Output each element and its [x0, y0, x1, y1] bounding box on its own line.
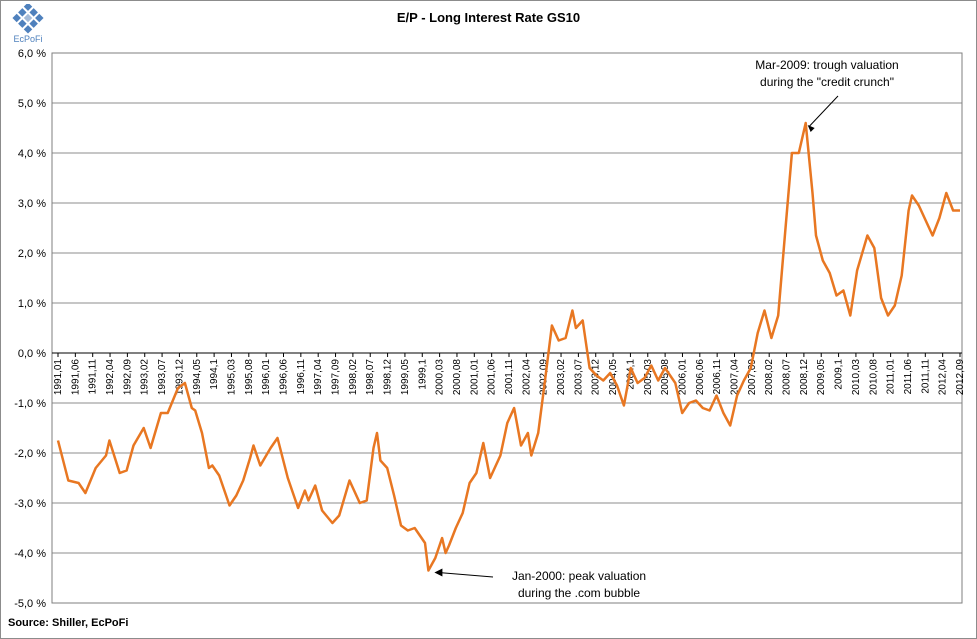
x-tick-label: 2002,04 — [521, 359, 532, 396]
x-tick-label: 1998,02 — [348, 359, 359, 396]
chart-title: E/P - Long Interest Rate GS10 — [396, 10, 581, 25]
x-tick-label: 2008,12 — [799, 359, 810, 396]
x-tick-label: 1991,11 — [88, 359, 99, 395]
x-tick-label: 2003,12 — [591, 359, 602, 396]
x-tick-label: 2008,07 — [782, 359, 793, 396]
x-tick-label: 2001,06 — [487, 359, 498, 396]
annotation-arrow-line — [438, 572, 494, 578]
x-tick-label: 1996,11 — [296, 359, 307, 395]
annotation-arrow-line — [808, 95, 839, 128]
x-tick-label: 1996,06 — [279, 359, 290, 396]
x-tick-label: 2010,08 — [868, 359, 879, 396]
y-tick-label: 2,0 % — [18, 248, 46, 260]
x-tick-label: 2000,03 — [435, 359, 446, 396]
annotation-text: Mar-2009: trough valuation — [755, 58, 898, 72]
x-tick-label: 1993,02 — [140, 359, 151, 396]
ecpofi-logo: EcPoFi — [4, 2, 52, 44]
x-tick-label: 2011,01 — [886, 359, 897, 395]
source-note: Source: Shiller, EcPoFi — [8, 617, 129, 629]
series-layer — [56, 121, 960, 572]
logo-mark-icon: EcPoFi — [12, 2, 44, 44]
y-axis-ticks: 6,0 % 5,0 % 4,0 % 3,0 % 2,0 % 1,0 % 0,0 % -1,0 … — [14, 48, 46, 610]
x-tick-label: 1995,08 — [244, 359, 255, 396]
x-tick-label: 2000,08 — [452, 359, 463, 396]
annotation-arrowhead — [434, 568, 443, 577]
x-tick-label: 1996,01 — [261, 359, 272, 396]
annotation-text: Jan-2000: peak valuation — [512, 569, 646, 583]
x-tick-label: 1992,09 — [122, 359, 133, 396]
x-tick-label: 1994,1 — [209, 359, 220, 390]
svg-text:EcPoFi: EcPoFi — [13, 34, 42, 44]
plot-border — [51, 52, 963, 604]
x-tick-label: 2006,11 — [712, 359, 723, 395]
annotation-text: during the .com bubble — [518, 586, 640, 600]
annotations: Mar-2009: trough valuation during the "cr… — [434, 58, 899, 600]
x-tick-label: 2009,05 — [816, 359, 827, 396]
y-tick-label: -2,0 % — [14, 448, 46, 460]
x-tick-label: 2007,04 — [730, 359, 741, 396]
x-tick-label: 2011,06 — [903, 359, 914, 395]
y-tick-label: -3,0 % — [14, 498, 46, 510]
y-tick-label: -5,0 % — [14, 598, 46, 610]
x-tick-label: 2007,09 — [747, 359, 758, 396]
y-tick-label: 5,0 % — [18, 98, 46, 110]
y-tick-label: -4,0 % — [14, 548, 46, 560]
x-tick-label: 2003,07 — [573, 359, 584, 396]
axes — [51, 52, 963, 604]
y-tick-label: 3,0 % — [18, 198, 46, 210]
x-tick-label: 2001,01 — [469, 359, 480, 396]
x-tick-label: 2005,08 — [660, 359, 671, 396]
x-tick-label: 2011,11 — [920, 359, 931, 394]
x-axis-ticks: 1991,01 1991,06 1991,11 1992,04 1992,09 1993,… — [53, 353, 966, 395]
series-line — [56, 121, 960, 572]
x-tick-label: 2012,09 — [955, 359, 966, 396]
x-tick-label: 2005,03 — [643, 359, 654, 396]
y-tick-label: 4,0 % — [18, 148, 46, 160]
x-tick-label: 2002,09 — [539, 359, 550, 396]
y-tick-label: 6,0 % — [18, 48, 46, 60]
x-tick-label: 1999,05 — [400, 359, 411, 396]
x-tick-label: 1999,1 — [417, 359, 428, 390]
grid-lines — [52, 52, 962, 604]
annotation-arrowhead — [807, 125, 815, 132]
x-tick-label: 2003,02 — [556, 359, 567, 396]
x-tick-label: 1997,04 — [313, 359, 324, 396]
x-tick-label: 1992,04 — [105, 359, 116, 396]
x-tick-label: 2001,11 — [504, 359, 515, 395]
x-tick-label: 1991,06 — [70, 359, 81, 396]
annotation-text: during the "credit crunch" — [760, 75, 894, 89]
x-tick-label: 2006,01 — [677, 359, 688, 396]
x-tick-label: 1994,05 — [192, 359, 203, 396]
x-tick-label: 1997,09 — [331, 359, 342, 396]
y-tick-label: 1,0 % — [18, 298, 46, 310]
x-tick-label: 2009,1 — [834, 359, 845, 390]
x-tick-label: 2006,06 — [695, 359, 706, 396]
x-tick-label: 1998,12 — [383, 359, 394, 396]
x-tick-label: 2010,03 — [851, 359, 862, 396]
x-tick-label: 1991,01 — [53, 359, 64, 396]
x-tick-label: 1998,07 — [365, 359, 376, 396]
x-tick-label: 2008,02 — [764, 359, 775, 396]
y-tick-label: 0,0 % — [18, 348, 46, 360]
y-tick-label: -1,0 % — [14, 398, 46, 410]
x-tick-label: 1993,07 — [157, 359, 168, 396]
x-tick-label: 1993,12 — [174, 359, 185, 396]
x-tick-label: 1995,03 — [226, 359, 237, 396]
x-tick-label: 2012,04 — [938, 359, 949, 396]
